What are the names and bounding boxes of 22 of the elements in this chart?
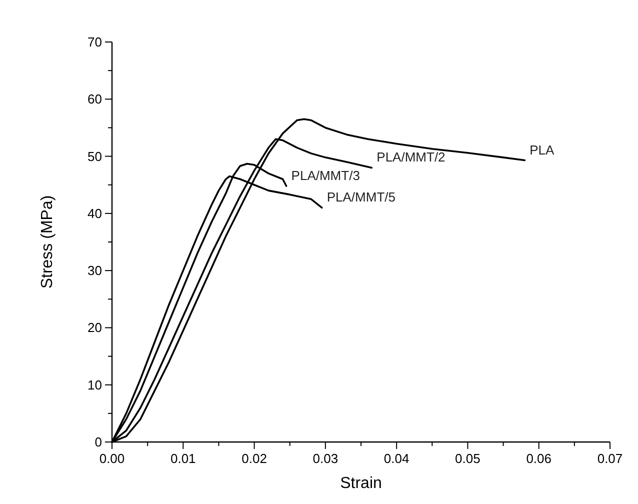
series-label: PLA/MMT/2 xyxy=(376,150,446,165)
x-tick-label: 0.06 xyxy=(526,451,552,466)
y-tick-label: 50 xyxy=(88,148,102,164)
y-tick-label: 40 xyxy=(88,206,102,221)
y-tick-label: 20 xyxy=(88,320,102,336)
x-tick-label: 0.00 xyxy=(99,451,125,466)
series-label: PLA xyxy=(530,142,555,158)
series-label: PLA/MMT/5 xyxy=(326,190,396,205)
y-tick-label: 30 xyxy=(88,263,102,278)
x-tick-label: 0.05 xyxy=(455,451,480,466)
y-axis-title: Stress (MPa) xyxy=(39,195,56,289)
y-tick-label: 60 xyxy=(88,92,102,107)
y-tick-label: 10 xyxy=(88,377,102,392)
x-tick-label: 0.01 xyxy=(170,451,196,466)
x-tick-label: 0.02 xyxy=(242,451,267,466)
x-tick-label: 0.04 xyxy=(384,451,410,466)
x-tick-label: 0.07 xyxy=(597,451,623,466)
y-tick-label: 0 xyxy=(94,434,102,450)
x-axis-title: Strain xyxy=(340,475,382,492)
y-tick-label: 70 xyxy=(88,34,102,50)
series-label: PLA/MMT/3 xyxy=(291,168,360,183)
x-tick-label: 0.03 xyxy=(312,451,338,466)
